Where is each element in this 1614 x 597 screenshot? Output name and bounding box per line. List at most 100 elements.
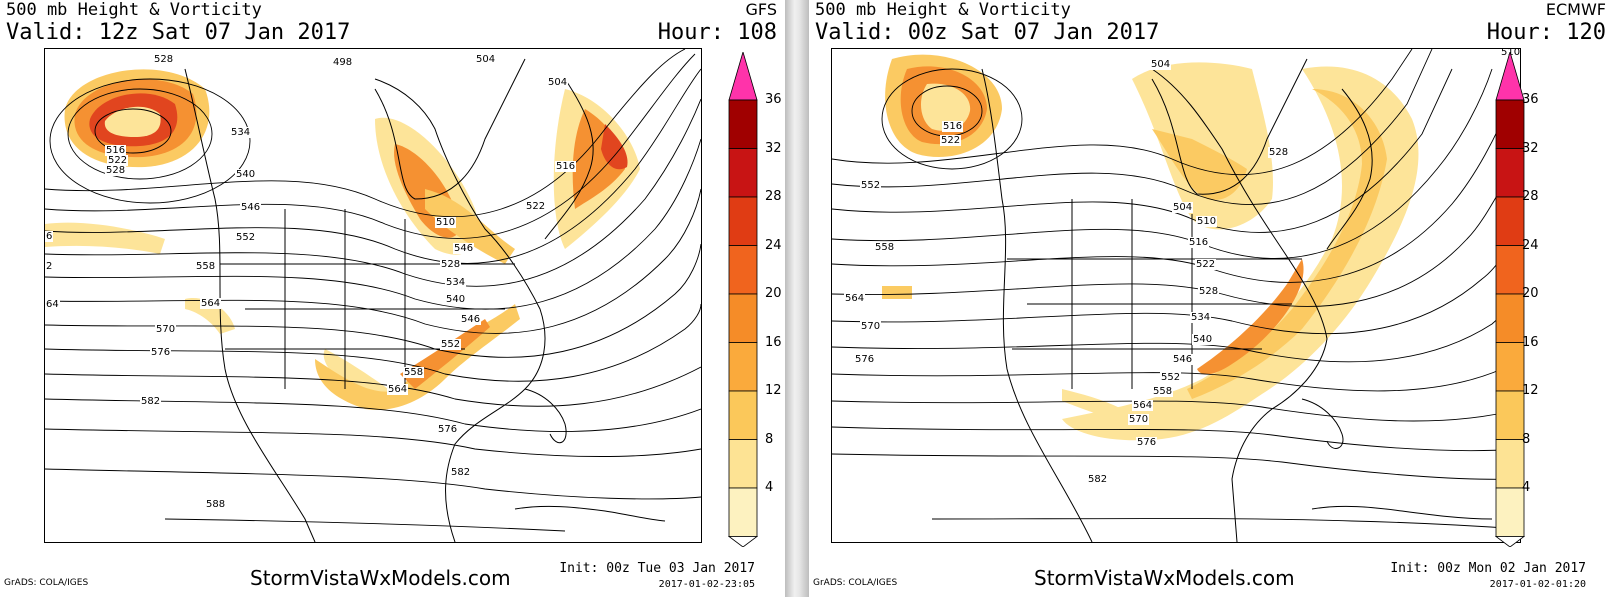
- contour-label: 522: [107, 155, 129, 166]
- contour-label: 6: [45, 231, 54, 242]
- contour-label: 528: [105, 165, 127, 176]
- contour-label: 534: [230, 127, 252, 138]
- contour-label: 522: [525, 201, 547, 212]
- contour-label: 528: [1268, 147, 1290, 158]
- contour-label: 540: [445, 294, 467, 305]
- colorbar-segment: [728, 99, 758, 149]
- ecmwf-panel: 500 mb Height & Vorticity Valid: 00z Sat…: [809, 0, 1614, 597]
- contour-label: 558: [195, 261, 217, 272]
- contour-label: 516: [105, 145, 127, 156]
- contour-label: 564: [1132, 400, 1154, 411]
- contour-label: 540: [1192, 334, 1214, 345]
- colorbar-segment: [1495, 196, 1525, 246]
- colorbar-top-arrow: [728, 50, 758, 101]
- colorbar: [727, 50, 759, 548]
- init-time: Init: 00z Mon 02 Jan 2017: [1390, 561, 1586, 576]
- contour-label: 522: [940, 135, 962, 146]
- model-name: ECMWF: [1545, 0, 1606, 19]
- contour-label: 570: [1128, 414, 1150, 425]
- colorbar-segment: [1495, 390, 1525, 440]
- colorbar-segment: [1495, 439, 1525, 489]
- contour-label: 498: [332, 57, 354, 68]
- contour-label: 564: [844, 293, 866, 304]
- contour-label: 516: [555, 161, 577, 172]
- colorbar-segment: [1495, 342, 1525, 392]
- contour-label: 552: [235, 232, 257, 243]
- contour-label: 564: [200, 298, 222, 309]
- colorbar-segment: [728, 196, 758, 246]
- contour-label: 582: [140, 396, 162, 407]
- colorbar-segment: [1495, 487, 1525, 537]
- colorbar-tick-label: 12: [765, 383, 782, 398]
- contour-label: 504: [1150, 59, 1172, 70]
- colorbar-segment: [1495, 99, 1525, 149]
- colorbar-bottom-arrow: [1494, 536, 1526, 548]
- brand-watermark: StormVistaWxModels.com: [1034, 566, 1295, 590]
- grads-credit: GrADS: COLA/IGES: [4, 578, 89, 588]
- contour-label: 558: [1152, 386, 1174, 397]
- height-contours: [45, 49, 701, 532]
- gfs-map-drawing: [45, 49, 701, 542]
- contour-label: 546: [453, 243, 475, 254]
- colorbar-tick-label: 12: [1522, 383, 1539, 398]
- contour-label: 582: [450, 467, 472, 478]
- contour-label: 516: [942, 121, 964, 132]
- contour-label: 2: [45, 261, 54, 272]
- contour-label: 534: [445, 277, 467, 288]
- contour-label: 570: [860, 321, 882, 332]
- contour-label: 504: [475, 54, 497, 65]
- contour-label: 64: [45, 299, 60, 310]
- vorticity-shading: [45, 69, 640, 410]
- contour-label: 564: [387, 384, 409, 395]
- contour-label: 558: [874, 242, 896, 253]
- colorbar-tick-label: 32: [765, 140, 782, 156]
- contour-label: 552: [860, 180, 882, 191]
- contour-label: 576: [1136, 437, 1158, 448]
- contour-label: 504: [547, 77, 569, 88]
- colorbar-graphic: [1494, 50, 1526, 548]
- contour-label: 546: [460, 314, 482, 325]
- contour-label: 516: [1188, 237, 1210, 248]
- colorbar-tick-label: 8: [1522, 431, 1531, 447]
- colorbar-segment: [728, 342, 758, 392]
- contour-label: 510: [435, 217, 457, 228]
- contour-label: 534: [1190, 312, 1212, 323]
- ecmwf-map: 5105045165225285525585645705765045105165…: [831, 48, 1521, 543]
- contour-label: 552: [1160, 372, 1182, 383]
- colorbar-tick-label: 20: [1522, 286, 1539, 301]
- colorbar-segment: [1495, 148, 1525, 198]
- colorbar-tick-label: 24: [765, 237, 782, 253]
- panel-title: 500 mb Height & Vorticity: [815, 0, 1071, 20]
- colorbar-segment: [728, 487, 758, 537]
- colorbar-tick-label: 28: [765, 189, 782, 204]
- contour-label: 504: [1172, 202, 1194, 213]
- contour-label: 510: [1196, 216, 1218, 227]
- brand-watermark: StormVistaWxModels.com: [250, 566, 511, 590]
- colorbar-segment: [1495, 293, 1525, 343]
- colorbar-tick-label: 28: [1522, 189, 1539, 204]
- gfs-panel: 500 mb Height & Vorticity Valid: 12z Sat…: [0, 0, 785, 597]
- contour-label: 546: [1172, 354, 1194, 365]
- contour-label: 576: [854, 354, 876, 365]
- colorbar-tick-label: 36: [765, 92, 782, 107]
- colorbar-tick-label: 32: [1522, 140, 1539, 156]
- coastlines-borders: [981, 58, 1493, 542]
- colorbar-segment: [1495, 245, 1525, 295]
- colorbar-tick-label: 20: [765, 286, 782, 301]
- colorbar-segment: [728, 245, 758, 295]
- contour-label: 588: [205, 499, 227, 510]
- forecast-hour: Hour: 108: [657, 20, 777, 45]
- contour-label: 528: [1198, 286, 1220, 297]
- contour-label: 546: [240, 202, 262, 213]
- colorbar-top-arrow: [1495, 50, 1525, 101]
- model-name: GFS: [745, 0, 777, 19]
- panel-title: 500 mb Height & Vorticity: [6, 0, 262, 20]
- contour-label: 576: [150, 347, 172, 358]
- grads-credit: GrADS: COLA/IGES: [813, 578, 898, 588]
- colorbar-segment: [728, 293, 758, 343]
- colorbar-tick-label: 8: [765, 431, 774, 447]
- ecmwf-map-drawing: [832, 49, 1520, 542]
- colorbar-tick-label: 16: [1522, 334, 1539, 350]
- colorbar-tick-label: 24: [1522, 237, 1539, 253]
- contour-label: 552: [440, 339, 462, 350]
